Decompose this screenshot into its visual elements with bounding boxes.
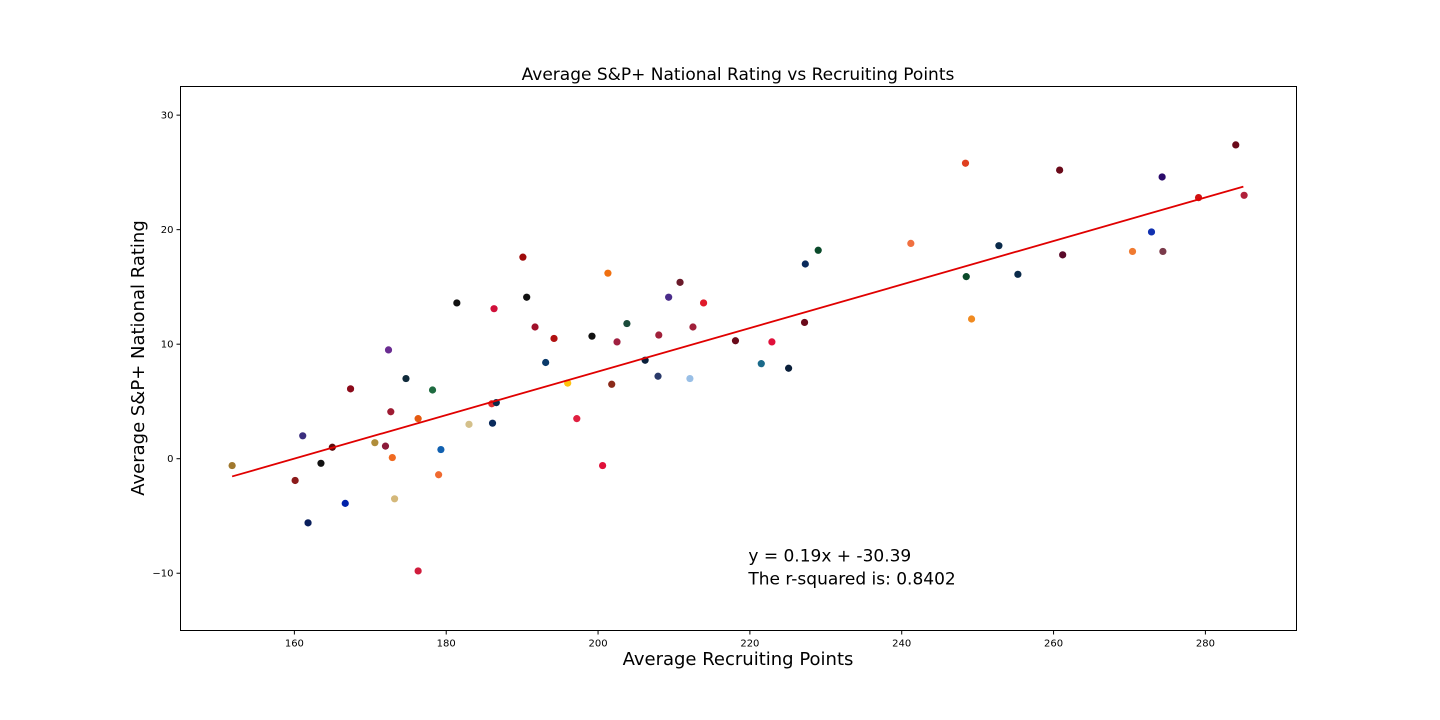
- x-tick-label: 220: [740, 639, 759, 650]
- scatter-point: [228, 461, 236, 470]
- scatter-point: [1158, 173, 1166, 181]
- scatter-point: [699, 299, 708, 307]
- scatter-point: [1159, 247, 1167, 256]
- scatter-point: [967, 315, 976, 323]
- r-squared-annotation: The r-squared is: 0.8402: [747, 570, 955, 590]
- scatter-point: [1147, 228, 1156, 236]
- scatter-point: [801, 260, 809, 268]
- scatter-point: [1059, 251, 1067, 259]
- scatter-point: [384, 346, 393, 354]
- scatter-point: [304, 519, 312, 527]
- scatter-point: [1232, 141, 1240, 149]
- scatter-point: [654, 372, 662, 380]
- scatter-point: [414, 415, 422, 423]
- x-axis-title: Average Recruiting Points: [623, 649, 854, 670]
- x-tick-label: 180: [437, 639, 456, 650]
- scatter-point: [414, 567, 422, 575]
- scatter-point: [604, 269, 612, 277]
- scatter-point: [381, 442, 390, 450]
- scatter-point: [686, 374, 694, 383]
- scatter-point: [465, 420, 473, 428]
- scatter-point: [542, 358, 550, 367]
- scatter-point: [907, 239, 915, 248]
- scatter-point: [608, 380, 616, 388]
- scatter-point: [531, 323, 539, 331]
- equation-annotation: y = 0.19x + -30.39: [748, 547, 911, 567]
- y-tick-label: −10: [152, 569, 173, 580]
- x-tick-label: 200: [589, 639, 608, 650]
- scatter-point: [1014, 270, 1022, 278]
- scatter-point: [768, 338, 776, 346]
- scatter-point: [1128, 247, 1137, 256]
- regression-line: [231, 185, 1244, 478]
- scatter-point: [388, 453, 396, 462]
- scatter-point: [800, 318, 809, 327]
- scatter-point: [291, 476, 299, 485]
- y-axis: −10 0 10 20 30: [152, 111, 181, 580]
- scatter-point: [676, 278, 684, 286]
- scatter-point: [613, 338, 621, 346]
- scatter-point: [785, 364, 793, 372]
- y-tick-label: 20: [161, 225, 174, 236]
- scatter-point: [573, 415, 581, 423]
- scatter-point: [731, 337, 740, 345]
- scatter-point: [435, 471, 443, 479]
- scatter-point: [523, 293, 531, 301]
- scatter-point: [488, 419, 497, 427]
- scatter-point: [1240, 191, 1248, 199]
- scatter-point: [623, 319, 631, 328]
- scatter-point: [599, 461, 607, 470]
- scatter-point: [665, 293, 673, 301]
- scatter-point: [655, 331, 663, 339]
- scatter-point: [437, 445, 445, 454]
- plot-area-frame: [180, 86, 1297, 631]
- scatter-point: [757, 360, 765, 368]
- scatter-point: [346, 385, 355, 393]
- x-tick-label: 160: [285, 639, 304, 650]
- scatter-point: [453, 299, 461, 307]
- x-axis: 160 180 200 220 240 260 280: [285, 630, 1215, 650]
- scatter-point: [588, 332, 596, 340]
- chart-title: Average S&P+ National Rating vs Recruiti…: [522, 65, 955, 85]
- scatter-point: [995, 242, 1003, 250]
- scatter-point: [962, 273, 970, 281]
- y-axis-title: Average S&P+ National Rating: [128, 220, 149, 496]
- scatter-point: [317, 459, 325, 467]
- x-tick-label: 240: [892, 639, 911, 650]
- scatter-point: [961, 159, 970, 167]
- scatter-points: [228, 141, 1248, 575]
- scatter-point: [1056, 166, 1064, 174]
- scatter-point: [387, 408, 395, 416]
- y-tick-label: 0: [167, 454, 173, 465]
- scatter-point: [428, 386, 437, 394]
- scatter-point: [550, 334, 558, 343]
- y-tick-label: 30: [161, 111, 174, 122]
- x-tick-label: 280: [1196, 639, 1215, 650]
- y-tick-label: 10: [161, 340, 174, 351]
- scatter-point: [814, 246, 822, 254]
- scatter-point: [390, 495, 399, 503]
- x-tick-label: 260: [1044, 639, 1063, 650]
- scatter-point: [689, 323, 697, 331]
- scatter-point: [519, 253, 527, 261]
- scatter-point: [299, 432, 307, 440]
- scatter-point: [341, 499, 349, 507]
- scatter-point: [490, 305, 498, 313]
- scatter-point: [371, 439, 379, 447]
- scatter-point: [402, 374, 410, 383]
